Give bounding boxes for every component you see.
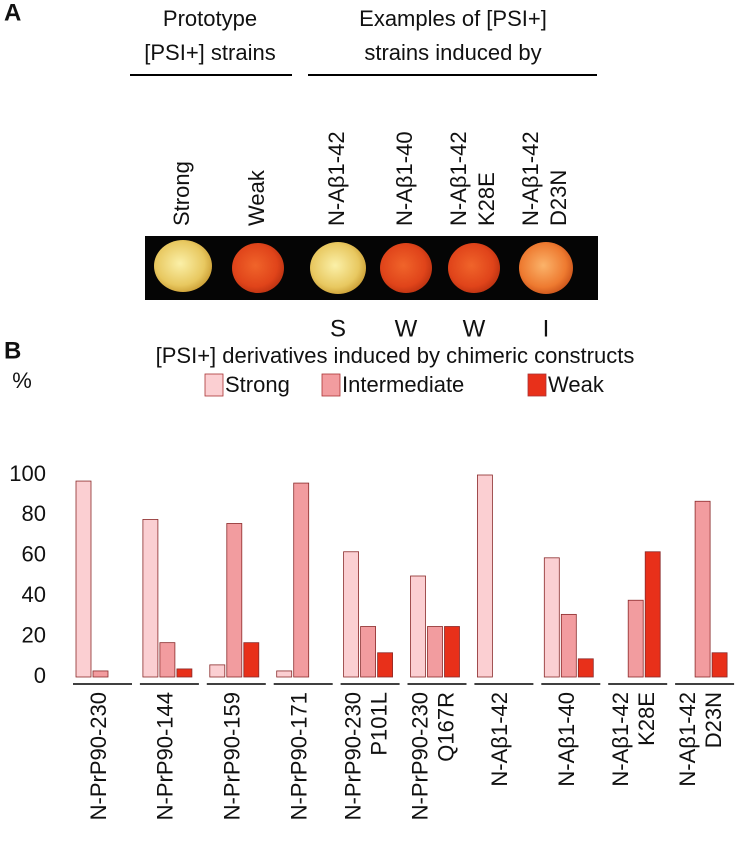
strain-label: N-Aβ1-42 [518,131,543,226]
group-header: strains induced by [364,40,541,65]
strain-label: N-Aβ1-42 [446,131,471,226]
y-axis-label: % [12,368,32,393]
phenotype-label: W [395,315,418,342]
x-tick-label: N-PrP90-230 [407,692,432,820]
phenotype-label: S [330,315,346,342]
x-tick-label: Q167R [433,692,458,762]
colony [232,243,284,293]
strain-label: N-Aβ1-40 [392,131,417,226]
x-tick-label: N-Aβ1-42 [675,692,700,787]
x-tick-label: N-PrP90-144 [153,692,178,820]
bar [427,626,443,678]
bar [360,626,377,678]
bar [543,557,560,678]
strain-label: K28E [474,172,499,226]
x-tick-label: N-Aβ1-40 [554,692,579,787]
x-tick-label: N-Aβ1-42 [487,692,512,787]
bar [577,658,594,678]
y-tick-label: 40 [22,582,46,607]
bar [410,575,426,678]
bar [711,652,728,678]
panel-label: B [4,337,21,364]
bar [92,670,109,678]
x-tick-label: D23N [701,692,726,748]
strain-label: Weak [244,169,269,226]
strain-label: D23N [546,170,571,226]
bar [694,500,711,678]
x-tick-label: N-PrP90-230 [340,692,365,820]
phenotype-label: W [463,315,486,342]
strain-label: N-Aβ1-42 [324,131,349,226]
y-tick-label: 100 [9,461,46,486]
colony [154,240,212,292]
bar [476,474,493,678]
x-tick-label: N-PrP90-171 [287,692,312,820]
y-tick-label: 60 [22,542,46,567]
panel-label: A [4,0,21,26]
colony [519,242,573,294]
colony [380,243,432,293]
group-header: Prototype [163,6,257,31]
bar [377,652,394,678]
bar [176,668,193,678]
bar [209,664,226,678]
bar [226,523,243,678]
bar [627,599,644,678]
x-tick-label: N-PrP90-230 [86,692,111,820]
legend-label: Weak [548,372,605,397]
x-tick-label: K28E [634,692,659,746]
legend-swatch [527,373,547,397]
bar [276,670,293,678]
strain-label: Strong [169,161,194,226]
x-tick-label: N-Aβ1-42 [608,692,633,787]
legend-swatch [321,373,341,397]
bar [159,642,176,678]
bar [644,551,661,678]
legend-label: Strong [225,372,290,397]
chart-title: [PSI+] derivatives induced by chimeric c… [156,343,635,368]
legend-label: Intermediate [342,372,464,397]
bar [75,480,92,678]
colony [310,242,366,294]
phenotype-label: I [543,315,550,342]
y-tick-label: 20 [22,622,46,647]
bar [293,482,310,678]
group-header: Examples of [PSI+] [359,6,547,31]
bar [560,613,577,678]
legend-swatch [204,373,224,397]
colony [448,243,500,293]
x-tick-label: P101L [366,692,391,756]
bar [142,519,159,678]
bar [343,551,360,678]
bar [243,642,260,678]
y-tick-label: 80 [22,501,46,526]
group-header: [PSI+] strains [144,40,275,65]
bar [444,626,460,678]
y-tick-label: 0 [34,663,46,688]
x-tick-label: N-PrP90-159 [220,692,245,820]
